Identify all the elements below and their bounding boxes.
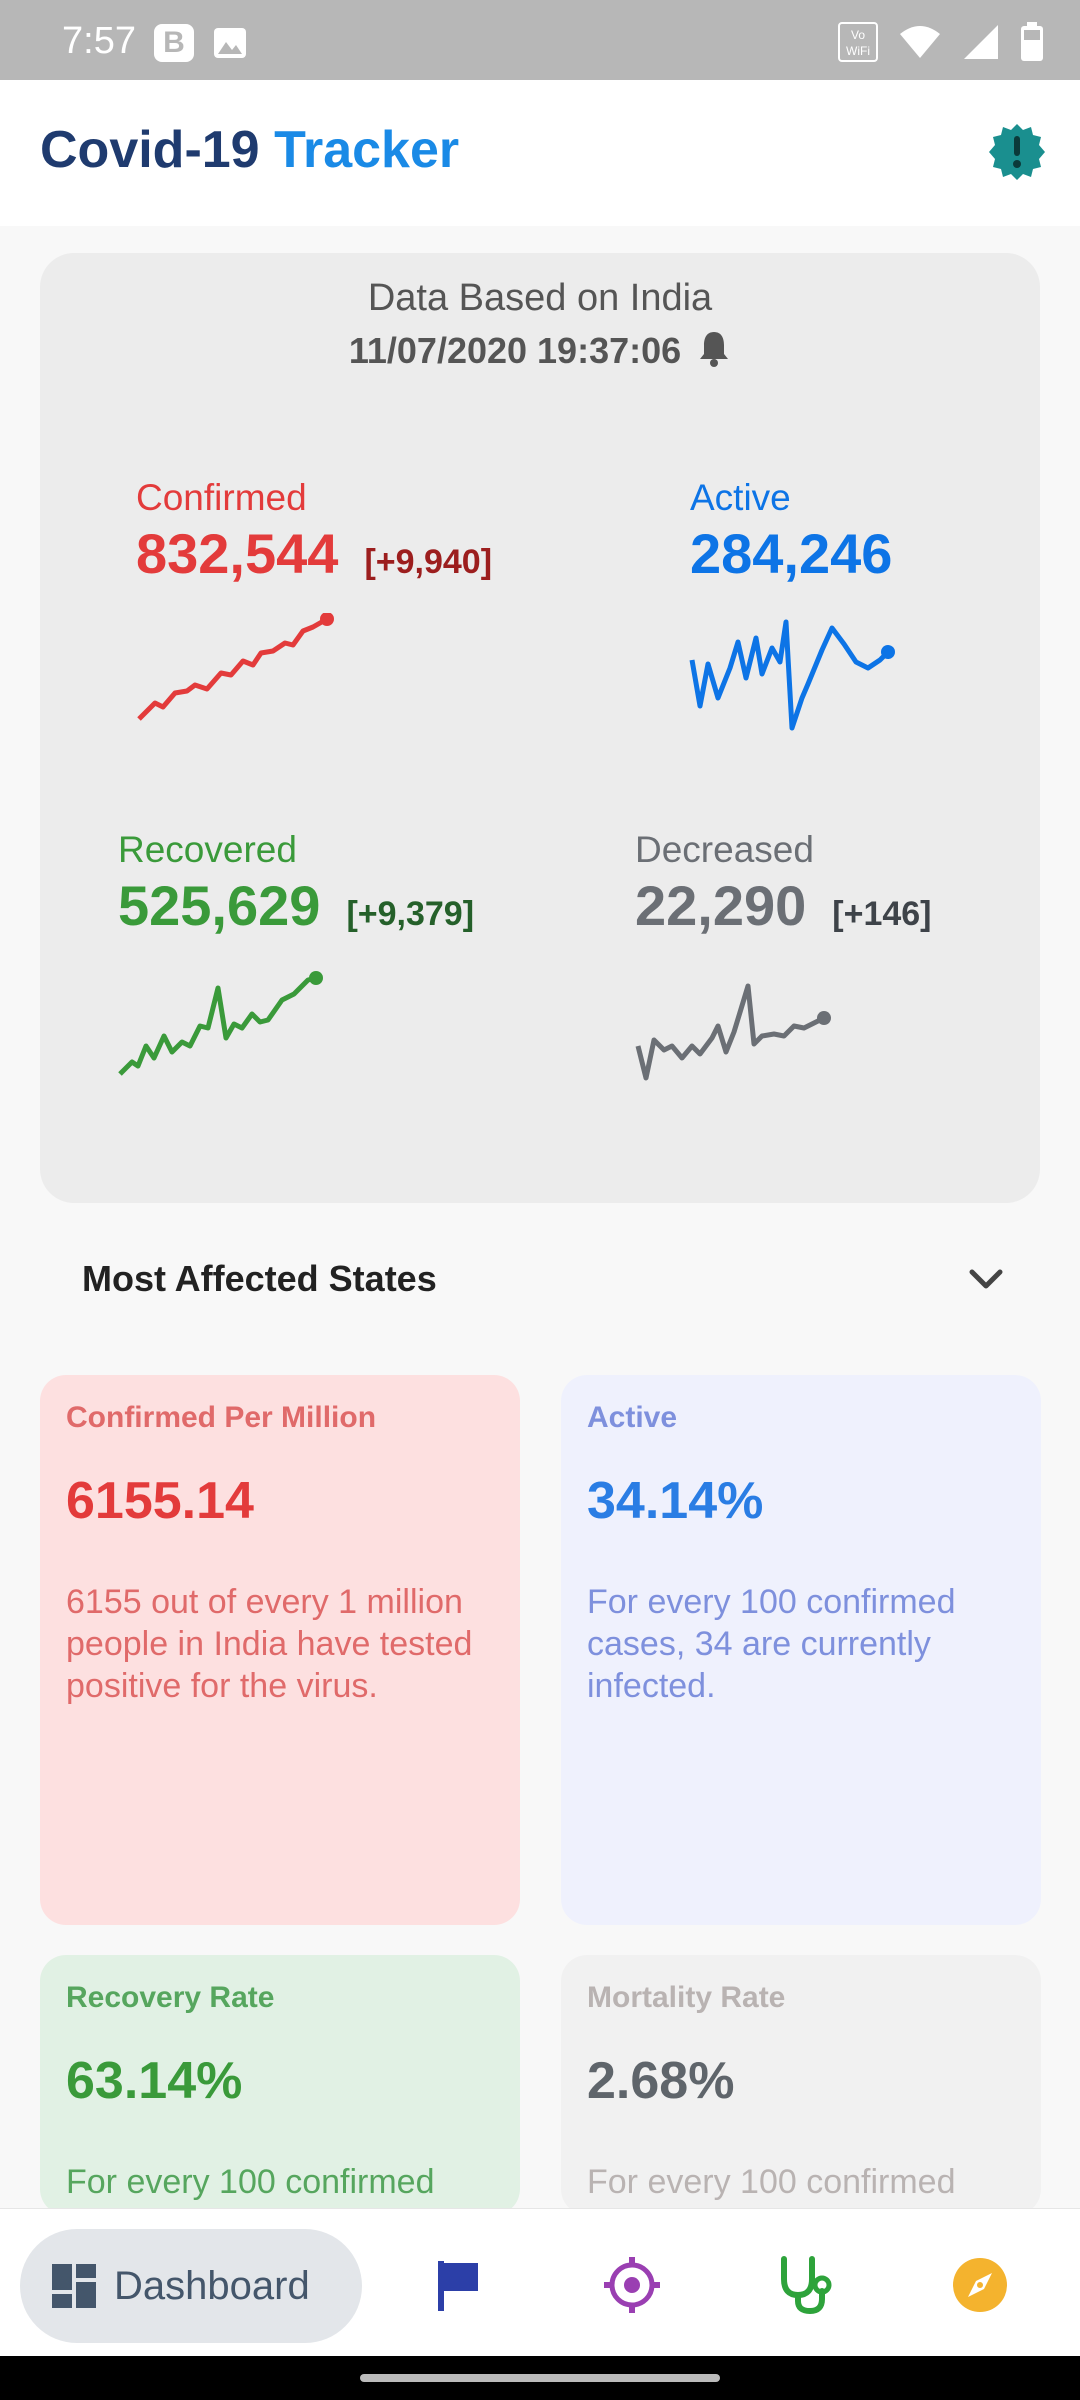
- image-icon: [214, 28, 246, 58]
- mortality-rate-card: Mortality Rate 2.68% For every 100 confi…: [561, 1955, 1041, 2215]
- recovered-stat: Recovered 525,629 [+9,379]: [118, 829, 474, 938]
- app-header: Covid-19 Tracker: [0, 80, 1080, 226]
- nav-dashboard[interactable]: Dashboard: [20, 2229, 362, 2343]
- b-app-icon: B: [154, 24, 194, 62]
- metric-title: Recovery Rate: [66, 1981, 275, 2014]
- app-title-accent: Tracker: [274, 121, 460, 179]
- most-affected-dropdown[interactable]: Most Affected States: [40, 1240, 1040, 1320]
- battery-icon: [1021, 22, 1043, 61]
- vowifi-icon: Vo WiFi: [838, 22, 878, 62]
- status-icons: Vo WiFi: [838, 20, 1044, 64]
- system-gesture-bar: [0, 2356, 1080, 2400]
- metric-title: Mortality Rate: [587, 1981, 786, 2014]
- confirmed-delta: [+9,940]: [364, 543, 493, 581]
- status-bar: 7:57 B Vo WiFi: [0, 0, 1080, 80]
- wifi-icon: [900, 26, 940, 58]
- metric-description: For every 100 confirmed: [66, 2163, 435, 2201]
- recovered-delta: [+9,379]: [346, 895, 475, 933]
- deceased-label: Decreased: [635, 829, 814, 870]
- app-title: Covid-19 Tracker: [40, 120, 459, 180]
- confirmed-sparkline: [137, 613, 334, 721]
- metric-description: For every 100 confirmed: [587, 2163, 956, 2201]
- flag-icon[interactable]: [428, 2255, 488, 2315]
- metric-value: 6155.14: [66, 1472, 254, 1530]
- timestamp-row: 11/07/2020 19:37:06: [40, 329, 1040, 372]
- confirmed-per-million-card: Confirmed Per Million 6155.14 6155 out o…: [40, 1375, 520, 1925]
- most-affected-label: Most Affected States: [82, 1258, 437, 1299]
- deceased-sparkline: [635, 983, 831, 1081]
- metric-title: Confirmed Per Million: [66, 1401, 377, 1434]
- metric-title: Active: [587, 1401, 678, 1434]
- recovered-label: Recovered: [118, 829, 297, 870]
- deceased-value: 22,290: [635, 874, 807, 937]
- chevron-down-icon: [969, 1269, 1003, 1289]
- metric-value: 2.68%: [587, 2052, 735, 2110]
- metric-description: 6155 out of every 1 million people in In…: [66, 1583, 473, 1705]
- deceased-delta: [+146]: [832, 895, 932, 933]
- active-sparkline: [689, 619, 895, 731]
- active-rate-card: Active 34.14% For every 100 confirmed ca…: [561, 1375, 1041, 1925]
- recovery-rate-card: Recovery Rate 63.14% For every 100 confi…: [40, 1955, 520, 2215]
- active-stat: Active 284,246: [690, 477, 892, 586]
- bottom-navigation: Dashboard: [0, 2208, 1080, 2356]
- metric-value: 34.14%: [587, 1472, 764, 1530]
- compass-icon[interactable]: [950, 2255, 1010, 2315]
- summary-card: Data Based on India 11/07/2020 19:37:06 …: [40, 253, 1040, 1203]
- signal-icon: [964, 25, 998, 59]
- nav-dashboard-label: Dashboard: [114, 2263, 310, 2308]
- dashboard-icon: [52, 2264, 96, 2308]
- recovered-sparkline: [118, 971, 323, 1076]
- metric-description: For every 100 confirmed cases, 34 are cu…: [587, 1583, 956, 1705]
- last-updated-timestamp: 11/07/2020 19:37:06: [348, 330, 682, 371]
- bell-icon[interactable]: [697, 329, 731, 367]
- home-gesture-pill[interactable]: [360, 2374, 720, 2382]
- app-title-main: Covid-19: [40, 121, 260, 179]
- metric-value: 63.14%: [66, 2052, 243, 2110]
- deceased-stat: Decreased 22,290 [+146]: [635, 829, 932, 938]
- target-icon[interactable]: [602, 2255, 662, 2315]
- active-label: Active: [690, 477, 791, 518]
- confirmed-value: 832,544: [136, 522, 339, 585]
- alert-badge-icon[interactable]: [987, 122, 1047, 182]
- data-based-heading: Data Based on India: [367, 277, 713, 319]
- status-time: 7:57: [62, 20, 136, 62]
- active-value: 284,246: [690, 522, 893, 585]
- confirmed-stat: Confirmed 832,544 [+9,940]: [136, 477, 492, 586]
- confirmed-label: Confirmed: [136, 477, 307, 518]
- stethoscope-icon[interactable]: [774, 2255, 834, 2315]
- recovered-value: 525,629: [118, 874, 321, 937]
